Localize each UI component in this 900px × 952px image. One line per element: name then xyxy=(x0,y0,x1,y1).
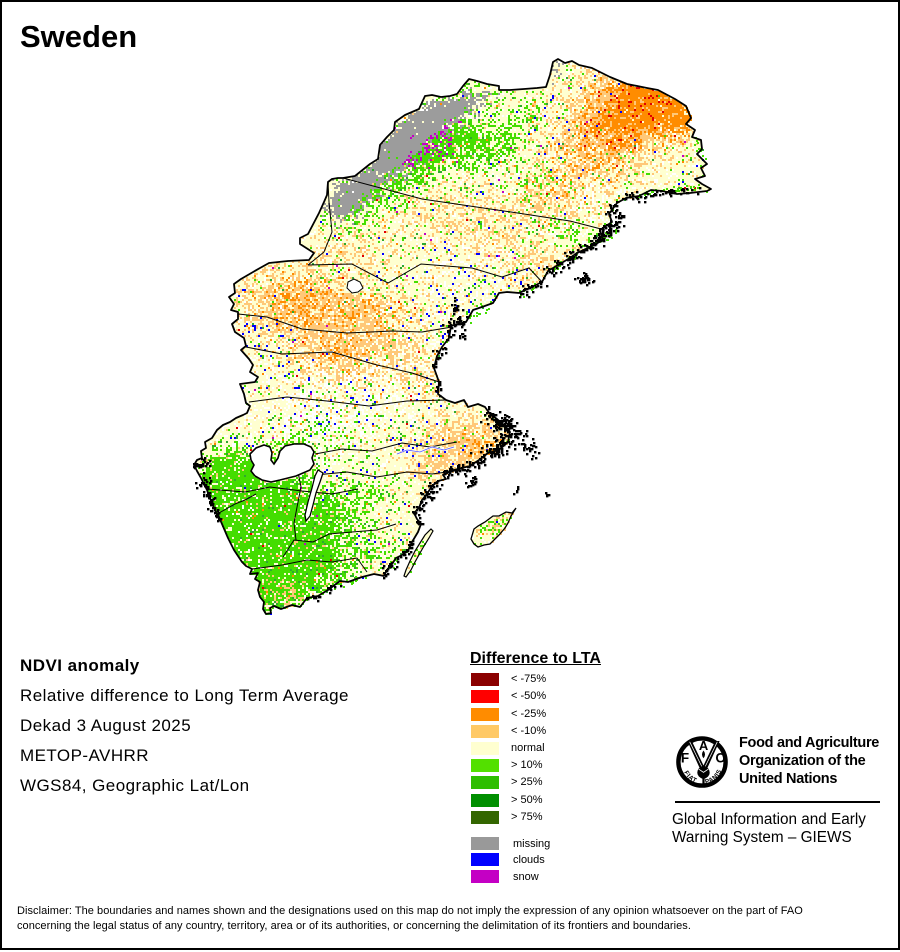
svg-text:F: F xyxy=(681,751,689,766)
svg-text:O: O xyxy=(715,751,726,766)
svg-text:A: A xyxy=(699,738,709,753)
